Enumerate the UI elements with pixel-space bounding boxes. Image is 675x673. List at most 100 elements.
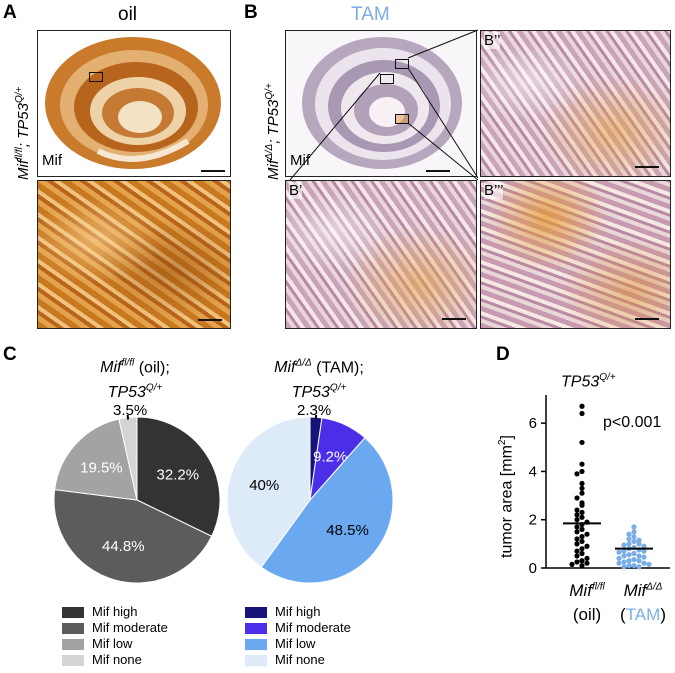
group2-paren-open: ( xyxy=(620,604,626,624)
scatter-point-group1 xyxy=(574,495,580,501)
scatter-point-group1 xyxy=(584,531,590,537)
legend-swatch xyxy=(62,606,84,618)
scatter-point-group2 xyxy=(626,562,632,569)
pie-0-value-label-1: 44.8% xyxy=(102,538,145,555)
scatter-point-group1 xyxy=(579,490,585,496)
panel-b1-scale-bar xyxy=(442,318,466,320)
scatter-point-group1 xyxy=(574,512,580,518)
pie-1-slice-3 xyxy=(226,416,311,568)
pie-oil-callout-label: 3.5% xyxy=(113,402,148,419)
legend-item: Mif moderate xyxy=(245,620,351,636)
scatter-point-group1 xyxy=(574,553,580,559)
panel-letter-a: A xyxy=(3,2,17,23)
scatter-point-group1 xyxy=(579,558,585,564)
pie-0-value-label-0: 32.2% xyxy=(157,466,200,483)
panel-b2-image: B’’ xyxy=(480,30,671,177)
group2-sub: TAM xyxy=(625,604,661,624)
scatter-point-group2 xyxy=(621,553,627,559)
pie-tam-title-gene: TP53 xyxy=(291,383,330,401)
scatter-chart-area: 0 2 4 6 xyxy=(529,395,670,577)
pie-0-slice-0 xyxy=(136,416,221,537)
panel-a-zoom-image xyxy=(37,180,231,329)
scatter-point-group2 xyxy=(621,542,627,548)
scatter-point-group1 xyxy=(574,507,580,513)
panel-b3-image: B’’’ xyxy=(480,180,671,329)
scatter-point-group1 xyxy=(579,410,585,417)
scatter-point-group2 xyxy=(636,553,642,559)
group1-prefix: Mif xyxy=(569,580,592,600)
legend-swatch xyxy=(62,638,84,650)
panel-b-stain-label: Mif xyxy=(290,152,310,169)
legend-label: Mif moderate xyxy=(275,620,351,635)
pie-tam-title-suffix: (TAM); xyxy=(311,359,364,377)
legend-item: Mif high xyxy=(245,604,351,620)
scatter-point-group2 xyxy=(641,543,647,549)
scatter-point-group1 xyxy=(579,403,585,409)
legend-item: Mif low xyxy=(62,636,168,652)
pie-tam-title-prefix: Mif xyxy=(274,359,296,377)
pie-oil-title-suffix: (oil); xyxy=(134,359,170,377)
legend-swatch xyxy=(62,654,84,666)
scatter-point-group2 xyxy=(631,562,637,569)
scatter-point-group2 xyxy=(636,537,642,543)
panel-b-zoom-box-b2 xyxy=(395,59,409,69)
scatter-point-group2 xyxy=(631,556,637,563)
pie-oil-title-gene: TP53 xyxy=(107,383,146,401)
legend-label: Mif high xyxy=(92,604,138,619)
scatter-point-group2 xyxy=(626,531,632,537)
scatter-point-group1 xyxy=(569,561,575,567)
scatter-gene-title: TP53Q/+ xyxy=(561,372,616,391)
legend-label: Mif low xyxy=(275,636,316,651)
panel-b2-label: B’’ xyxy=(484,32,501,49)
scatter-point-group2 xyxy=(621,564,627,570)
scatter-point-group1 xyxy=(574,541,580,547)
pie-oil-title: Miffl/fl (oil); TP53Q/+ xyxy=(55,354,215,403)
scatter-point-group2 xyxy=(631,550,637,557)
pie-tam-title-gene-sup: Q/+ xyxy=(329,382,347,394)
scatter-point-group2 xyxy=(641,548,647,554)
scatter-point-group1 xyxy=(579,534,585,540)
legend-item: Mif low xyxy=(245,636,351,652)
legend-label: Mif low xyxy=(92,636,133,651)
scatter-point-group2 xyxy=(636,564,642,570)
panel-a-zoom-scale-bar xyxy=(198,319,222,321)
pie-1-value-label-1: 9.2% xyxy=(313,448,347,465)
scatter-point-group2 xyxy=(641,560,647,566)
pie-oil-title-sup: fl/fl xyxy=(121,358,135,369)
panel-b2-scale-bar xyxy=(635,166,659,168)
scatter-point-group1 xyxy=(579,502,585,508)
panel-a-zoom-box xyxy=(89,72,103,82)
scatter-point-group1 xyxy=(584,543,590,549)
scatter-point-group1 xyxy=(584,560,590,566)
panel-a-scale-bar xyxy=(201,170,225,172)
pie-tam-callout-label: 2.3% xyxy=(297,402,332,419)
scatter-point-group1 xyxy=(574,517,580,523)
scatter-point-group2 xyxy=(631,538,637,545)
panel-b1-image: B’ xyxy=(285,180,477,329)
tissue-swiss-roll-oil xyxy=(45,37,221,169)
pie-tam-legend: Mif high Mif moderate Mif low Mif none xyxy=(245,604,351,668)
scatter-y-tick-label: 6 xyxy=(529,415,537,432)
scatter-point-group2 xyxy=(616,549,622,555)
legend-label: Mif moderate xyxy=(92,620,168,635)
legend-item: Mif none xyxy=(245,652,351,668)
legend-label: Mif high xyxy=(275,604,321,619)
scatter-point-group1 xyxy=(579,480,585,487)
scatter-point-group1 xyxy=(579,546,585,552)
pie-tam-title-sup: Δ/Δ xyxy=(295,358,312,369)
panel-b3-scale-bar xyxy=(635,318,659,320)
scatter-point-group2 xyxy=(621,559,627,565)
legend-item: Mif moderate xyxy=(62,620,168,636)
tissue-swiss-roll-tam xyxy=(302,37,462,169)
scatter-point-group2 xyxy=(646,561,652,567)
pie-1-callout-line xyxy=(314,415,318,420)
scatter-point-group2 xyxy=(626,552,632,558)
pie-1-value-label-3: 40% xyxy=(249,477,279,494)
scatter-point-group2 xyxy=(626,558,632,564)
group2-prefix: Mif xyxy=(623,580,647,600)
legend-swatch xyxy=(245,654,267,666)
scatter-point-group1 xyxy=(579,485,585,491)
scatter-point-group1 xyxy=(579,461,585,467)
group1-sup: fl/fl xyxy=(591,581,605,592)
legend-label: Mif none xyxy=(275,652,325,667)
